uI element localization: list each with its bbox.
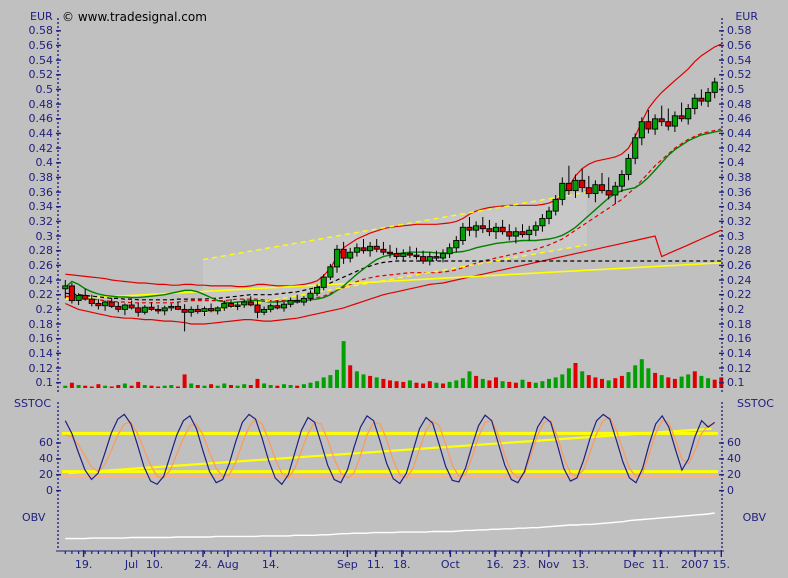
price-y-tick-left: 0.38	[28, 170, 54, 184]
price-y-tick-left: 0.24	[28, 273, 54, 287]
price-y-tick-right: 0.12	[727, 361, 752, 375]
x-axis-tick-label: Nov	[538, 558, 560, 571]
price-y-tick-left: 0.1	[35, 376, 54, 390]
price-y-tick-right: 0.1	[727, 376, 745, 390]
price-y-tick-left: 0.32	[28, 214, 54, 228]
sstoc-y-tick-right: 20	[727, 468, 741, 482]
price-y-tick-right: 0.24	[727, 273, 752, 287]
x-axis-tick-label: 15.	[712, 558, 731, 571]
price-y-tick-right: 0.14	[727, 346, 752, 360]
price-y-tick-right: 0.46	[727, 112, 752, 126]
price-y-tick-left: 0.14	[28, 346, 54, 360]
x-axis-tick-label: Aug	[217, 558, 239, 571]
price-y-tick-left: 0.58	[28, 24, 54, 38]
sstoc-panel-label-left: SSTOC	[14, 397, 52, 410]
x-axis-tick-label: Sep	[336, 558, 358, 571]
price-y-tick-right: 0.32	[727, 214, 752, 228]
price-y-tick-left: 0.2	[35, 302, 54, 316]
price-y-tick-left: 0.56	[28, 38, 54, 52]
price-y-tick-right: 0.52	[727, 68, 752, 82]
price-y-tick-right: 0.18	[727, 317, 752, 331]
price-panel-label-right: EUR	[735, 10, 758, 23]
price-y-tick-right: 0.58	[727, 24, 752, 38]
obv-panel-label-left: OBV	[22, 511, 46, 524]
price-y-tick-right: 0.5	[727, 82, 745, 96]
x-axis-tick-label: Dec	[623, 558, 645, 571]
price-y-tick-right: 0.26	[727, 258, 752, 272]
x-axis-tick-label: 19.	[74, 558, 93, 571]
price-y-tick-right: 0.28	[727, 244, 752, 258]
obv-panel-label-right: OBV	[742, 511, 766, 524]
price-y-tick-left: 0.48	[28, 97, 54, 111]
price-y-tick-right: 0.44	[727, 126, 752, 140]
price-y-tick-right: 0.56	[727, 38, 752, 52]
price-y-tick-right: 0.42	[727, 141, 752, 155]
x-axis-tick-label: Oct	[440, 558, 460, 571]
sstoc-y-tick-right: 40	[727, 452, 741, 466]
price-y-tick-left: 0.34	[28, 200, 54, 214]
price-y-tick-left: 0.52	[28, 68, 54, 82]
price-y-tick-left: 0.3	[35, 229, 54, 243]
sstoc-y-tick-left: 60	[39, 436, 53, 450]
watermark: © www.tradesignal.com	[62, 10, 207, 24]
price-y-tick-right: 0.16	[727, 332, 752, 346]
price-y-tick-left: 0.16	[28, 332, 54, 346]
price-y-tick-right: 0.2	[727, 302, 745, 316]
x-axis-tick-label: 11.	[366, 558, 385, 571]
price-y-tick-right: 0.48	[727, 97, 752, 111]
sstoc-y-tick-left: 0	[46, 484, 53, 498]
price-y-tick-left: 0.28	[28, 244, 54, 258]
price-y-tick-left: 0.5	[35, 82, 54, 96]
x-axis-tick-label: 10.	[145, 558, 164, 571]
x-axis-tick-label: 24.	[194, 558, 212, 571]
price-y-tick-right: 0.4	[727, 156, 745, 170]
x-axis-tick-label: 11.	[651, 558, 670, 571]
price-y-tick-left: 0.18	[28, 317, 54, 331]
x-axis-tick-label: Jul	[124, 558, 139, 571]
sstoc-y-tick-right: 0	[727, 484, 734, 498]
x-axis-tick-label: 14.	[261, 558, 280, 571]
sstoc-y-tick-right: 60	[727, 436, 741, 450]
x-axis-tick-label: 16.	[486, 558, 504, 571]
price-y-tick-left: 0.22	[28, 288, 54, 302]
sstoc-y-tick-left: 20	[39, 468, 53, 482]
x-axis-tick-label: 18.	[393, 558, 411, 571]
x-axis-tick-label: 23.	[512, 558, 530, 571]
price-y-tick-left: 0.54	[28, 53, 54, 67]
price-y-tick-left: 0.36	[28, 185, 54, 199]
price-y-tick-left: 0.44	[28, 126, 54, 140]
price-y-tick-left: 0.12	[28, 361, 54, 375]
price-y-tick-right: 0.54	[727, 53, 752, 67]
price-y-tick-right: 0.22	[727, 288, 752, 302]
price-panel-label-left: EUR	[30, 10, 53, 23]
price-y-tick-left: 0.26	[28, 258, 54, 272]
sstoc-y-tick-left: 40	[39, 452, 53, 466]
price-y-tick-right: 0.36	[727, 185, 752, 199]
price-y-tick-right: 0.3	[727, 229, 745, 243]
price-y-tick-right: 0.38	[727, 170, 752, 184]
price-y-tick-left: 0.4	[35, 156, 54, 170]
price-y-tick-right: 0.34	[727, 200, 752, 214]
x-axis-tick-label: 2007	[681, 558, 710, 571]
sstoc-panel-label-right: SSTOC	[736, 397, 774, 410]
price-y-tick-left: 0.42	[28, 141, 54, 155]
x-axis-tick-label: 13.	[571, 558, 589, 571]
price-y-tick-left: 0.46	[28, 112, 54, 126]
